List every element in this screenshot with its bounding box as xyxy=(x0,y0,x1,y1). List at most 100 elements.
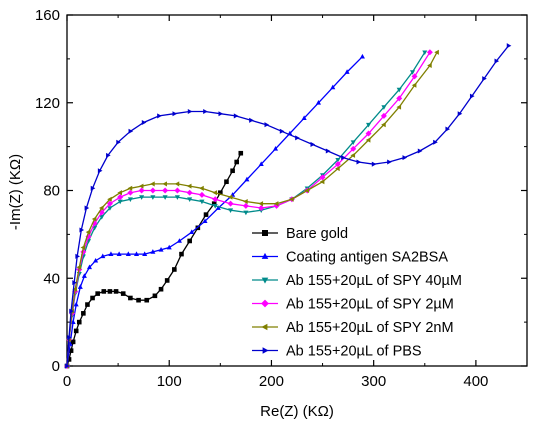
data-point xyxy=(258,201,264,207)
data-point xyxy=(106,200,113,207)
data-point xyxy=(128,128,134,134)
data-point xyxy=(174,195,180,200)
data-point xyxy=(99,214,105,220)
data-point xyxy=(187,108,193,115)
data-point xyxy=(273,146,279,151)
data-point xyxy=(202,218,208,224)
data-point xyxy=(150,249,156,254)
legend-item: Coating antigen SA2BSA xyxy=(252,250,448,266)
data-point xyxy=(350,145,357,152)
data-point xyxy=(279,128,285,134)
data-point xyxy=(128,295,133,301)
series-line xyxy=(66,51,431,367)
data-point xyxy=(381,122,386,128)
data-point xyxy=(335,157,341,163)
data-point xyxy=(101,289,107,294)
data-point xyxy=(341,155,346,161)
data-point xyxy=(108,251,114,256)
legend: Bare gold Coating antigen SA2BSA Ab 155+20… xyxy=(252,226,462,360)
data-point xyxy=(164,278,170,283)
data-point xyxy=(136,297,141,303)
legend-item: Ab 155+20µL of PBS xyxy=(252,344,422,360)
data-point xyxy=(100,253,106,259)
data-point xyxy=(273,201,279,207)
data-point xyxy=(319,174,326,181)
data-point xyxy=(417,148,423,154)
legend-marker xyxy=(262,347,269,354)
data-point xyxy=(162,187,169,194)
data-point xyxy=(301,115,307,120)
data-point xyxy=(116,139,121,145)
legend-label: Coating antigen SA2BSA xyxy=(286,250,448,266)
data-point xyxy=(76,264,82,270)
data-point xyxy=(72,286,78,292)
data-point xyxy=(396,87,402,93)
data-point xyxy=(150,195,156,200)
data-point xyxy=(187,197,193,203)
data-point xyxy=(396,104,402,110)
legend-item: Bare gold xyxy=(252,226,348,242)
data-point xyxy=(67,334,72,341)
legend-marker xyxy=(261,323,268,331)
data-point xyxy=(434,49,439,55)
data-point xyxy=(230,168,235,174)
data-point xyxy=(117,190,122,196)
data-point xyxy=(141,119,147,126)
data-point xyxy=(187,238,192,244)
data-point xyxy=(365,137,371,143)
data-point xyxy=(310,141,316,147)
data-point xyxy=(113,289,119,294)
data-point xyxy=(319,179,325,185)
data-point xyxy=(427,62,432,68)
legend-item: Ab 155+20µL of SPY 2nM xyxy=(252,320,454,336)
data-point xyxy=(172,267,177,272)
data-point xyxy=(211,201,217,206)
legend-label: Ab 155+20µL of SPY 2µM xyxy=(286,297,454,313)
data-point xyxy=(69,308,74,314)
data-point xyxy=(218,111,224,117)
data-point xyxy=(198,191,205,198)
data-point xyxy=(142,251,148,256)
data-point xyxy=(162,195,168,200)
data-point xyxy=(335,166,340,172)
legend-label: Ab 155+20µL of PBS xyxy=(286,344,422,360)
data-point xyxy=(264,122,270,128)
series-line xyxy=(66,51,426,367)
data-point xyxy=(186,183,192,189)
data-point xyxy=(212,204,218,209)
data-point xyxy=(315,99,321,105)
data-point xyxy=(81,273,87,278)
legend-label: Bare gold xyxy=(286,226,348,242)
data-point xyxy=(203,212,209,217)
data-point xyxy=(482,76,487,82)
data-point xyxy=(179,251,184,257)
data-point xyxy=(107,206,113,211)
data-point xyxy=(93,257,99,263)
data-point xyxy=(249,117,254,123)
data-point xyxy=(76,319,82,325)
data-point xyxy=(91,216,97,222)
data-point xyxy=(258,161,264,167)
data-point xyxy=(176,238,182,243)
y-tick-label: 40 xyxy=(43,270,60,287)
data-point xyxy=(138,183,144,189)
axes: 0 100 200 300 400 0 40 80 120 160 xyxy=(35,7,528,390)
y-tick-label: 80 xyxy=(43,183,60,200)
data-point xyxy=(380,112,387,119)
data-point xyxy=(426,49,433,56)
data-point xyxy=(117,194,124,201)
data-point xyxy=(199,185,204,191)
data-point xyxy=(117,199,123,205)
y-axis-title: -Im(Z) (KΩ) xyxy=(7,154,24,230)
data-point xyxy=(174,187,181,194)
data-point xyxy=(90,185,96,191)
data-point xyxy=(166,244,172,250)
data-point xyxy=(304,187,310,194)
data-point xyxy=(350,152,356,158)
data-point xyxy=(199,199,205,205)
data-point xyxy=(70,319,76,324)
legend-item: Ab 155+20µL of SPY 2µM xyxy=(252,297,454,313)
data-point xyxy=(469,93,475,99)
data-point xyxy=(133,251,140,256)
data-point xyxy=(77,284,83,289)
